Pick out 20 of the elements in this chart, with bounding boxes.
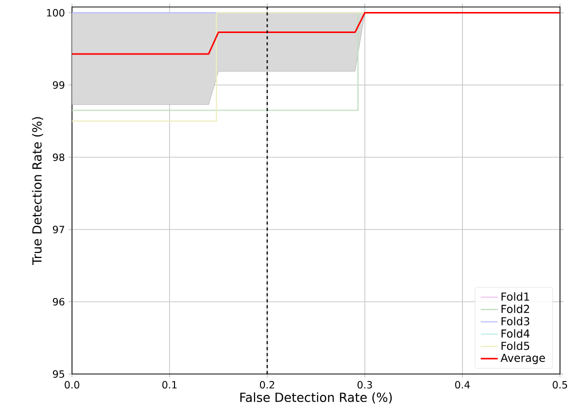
legend-label: Fold2 bbox=[502, 304, 530, 314]
y-tick-label: 100 bbox=[47, 9, 64, 17]
y-tick-label: 95 bbox=[52, 370, 64, 378]
legend-label: Fold3 bbox=[502, 316, 530, 326]
legend-label: Average bbox=[500, 354, 545, 364]
legend-label: Fold1 bbox=[502, 292, 530, 301]
legend-label: Fold4 bbox=[502, 329, 530, 338]
x-tick-label: 0.4 bbox=[455, 380, 470, 389]
x-tick-label: 0.1 bbox=[162, 380, 177, 389]
x-axis-title: False Detection Rate (%) bbox=[240, 392, 392, 404]
x-tick-label: 0.3 bbox=[358, 380, 372, 389]
legend-label: Fold5 bbox=[502, 342, 530, 350]
x-tick-label: 0.2 bbox=[260, 380, 274, 389]
y-tick-label: 96 bbox=[52, 298, 64, 306]
x-tick-label: 0.0 bbox=[64, 380, 80, 389]
x-tick-label: 0.5 bbox=[552, 380, 568, 389]
y-tick-label: 98 bbox=[52, 153, 64, 162]
y-axis-title: True Detection Rate (%) bbox=[32, 117, 44, 265]
y-tick-label: 99 bbox=[52, 81, 64, 89]
y-tick-label: 97 bbox=[52, 226, 64, 234]
